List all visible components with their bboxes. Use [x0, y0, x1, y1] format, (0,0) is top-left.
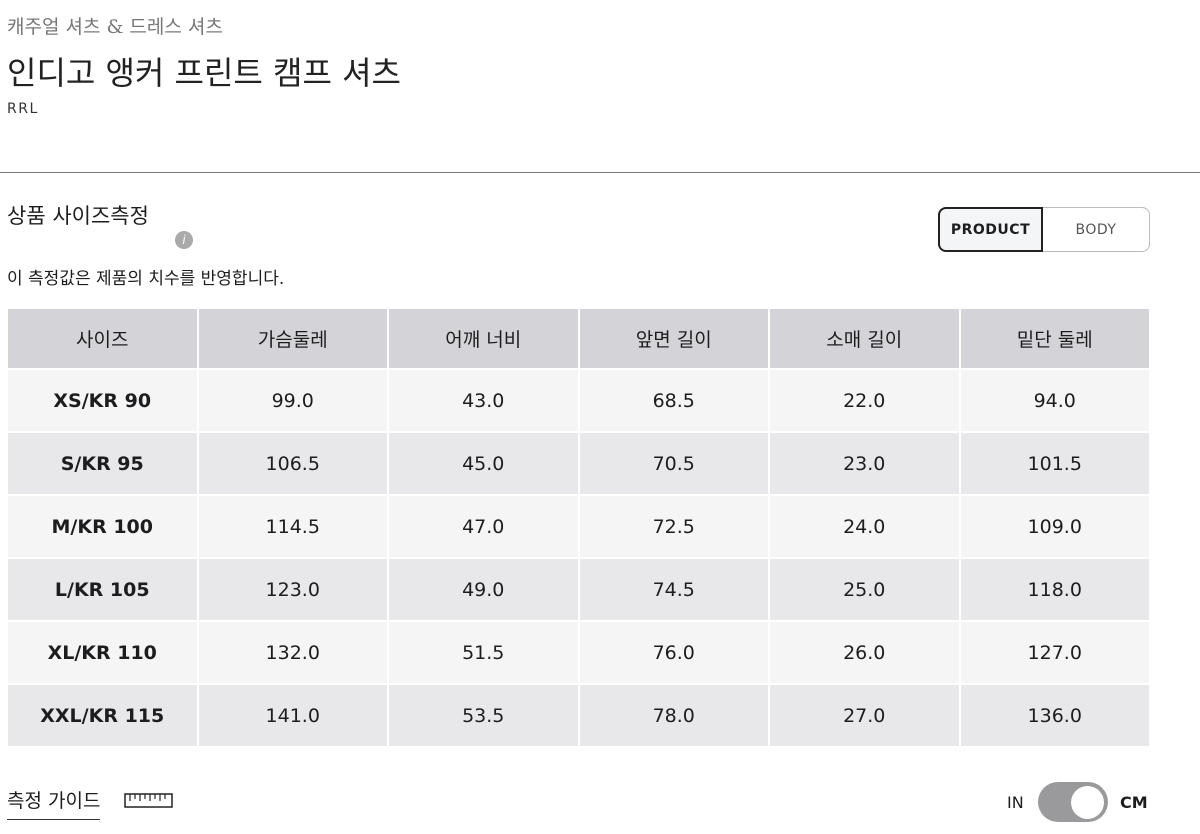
- measurement: 101.5: [958, 431, 1151, 496]
- measurement: 22.0: [768, 368, 961, 433]
- column-header: 앞면 길이: [577, 307, 770, 370]
- ruler-icon: [124, 793, 173, 808]
- divider: [0, 172, 1200, 173]
- measurement: 132.0: [196, 620, 389, 685]
- measurement: 47.0: [387, 494, 580, 559]
- table-row: XL/KR 110 132.0 51.5 76.0 26.0 127.0: [6, 620, 1151, 685]
- table-row: XS/KR 90 99.0 43.0 68.5 22.0 94.0: [6, 368, 1151, 433]
- measurement: 141.0: [196, 683, 389, 748]
- size-label: XXL/KR 115: [6, 683, 199, 748]
- measurement: 106.5: [196, 431, 389, 496]
- size-label: XL/KR 110: [6, 620, 199, 685]
- size-table: 사이즈 가슴둘레 어깨 너비 앞면 길이 소매 길이 밑단 둘레 XS/KR 90 99.0 4…: [6, 307, 1151, 748]
- table-row: S/KR 95 106.5 45.0 70.5 23.0 101.5: [6, 431, 1151, 496]
- measurement: 127.0: [958, 620, 1151, 685]
- measurement: 72.5: [577, 494, 770, 559]
- size-label: M/KR 100: [6, 494, 199, 559]
- info-icon[interactable]: i: [175, 231, 193, 249]
- column-header: 가슴둘레: [196, 307, 389, 370]
- measurement: 24.0: [768, 494, 961, 559]
- measurement: 123.0: [196, 557, 389, 622]
- product-title: 인디고 앵커 프린트 캠프 셔츠: [7, 54, 401, 92]
- measurement: 25.0: [768, 557, 961, 622]
- measurement: 76.0: [577, 620, 770, 685]
- measurement: 118.0: [958, 557, 1151, 622]
- column-header: 밑단 둘레: [958, 307, 1151, 370]
- measurement: 45.0: [387, 431, 580, 496]
- unit-cm[interactable]: CM: [1120, 793, 1148, 812]
- measurement: 49.0: [387, 557, 580, 622]
- measurement: 70.5: [577, 431, 770, 496]
- table-row: L/KR 105 123.0 49.0 74.5 25.0 118.0: [6, 557, 1151, 622]
- measurement: 109.0: [958, 494, 1151, 559]
- measurement: 94.0: [958, 368, 1151, 433]
- size-label: S/KR 95: [6, 431, 199, 496]
- size-label: L/KR 105: [6, 557, 199, 622]
- measurement: 78.0: [577, 683, 770, 748]
- description: 이 측정값은 제품의 치수를 반영합니다.: [7, 269, 285, 289]
- unit-in[interactable]: IN: [1007, 793, 1024, 812]
- measurement: 114.5: [196, 494, 389, 559]
- measure-guide[interactable]: 측정 가이드: [7, 786, 101, 820]
- measurement: 74.5: [577, 557, 770, 622]
- table-row: XXL/KR 115 141.0 53.5 78.0 27.0 136.0: [6, 683, 1151, 748]
- measurement: 68.5: [577, 368, 770, 433]
- brand[interactable]: RRL: [7, 101, 39, 117]
- tab-product[interactable]: PRODUCT: [938, 207, 1043, 252]
- tab-body[interactable]: BODY: [1043, 207, 1150, 252]
- column-header: 소매 길이: [768, 307, 961, 370]
- measurement: 51.5: [387, 620, 580, 685]
- column-header: 어깨 너비: [387, 307, 580, 370]
- section-title: 상품 사이즈측정: [7, 204, 149, 228]
- measurement: 23.0: [768, 431, 961, 496]
- measurement: 27.0: [768, 683, 961, 748]
- measurement: 26.0: [768, 620, 961, 685]
- category[interactable]: 캐주얼 셔츠 & 드레스 셔츠: [7, 16, 223, 38]
- size-label: XS/KR 90: [6, 368, 199, 433]
- column-header: 사이즈: [6, 307, 199, 370]
- measurement: 136.0: [958, 683, 1151, 748]
- table-row: M/KR 100 114.5 47.0 72.5 24.0 109.0: [6, 494, 1151, 559]
- toggle-knob: [1071, 786, 1104, 819]
- measurement: 53.5: [387, 683, 580, 748]
- measurement: 99.0: [196, 368, 389, 433]
- measurement: 43.0: [387, 368, 580, 433]
